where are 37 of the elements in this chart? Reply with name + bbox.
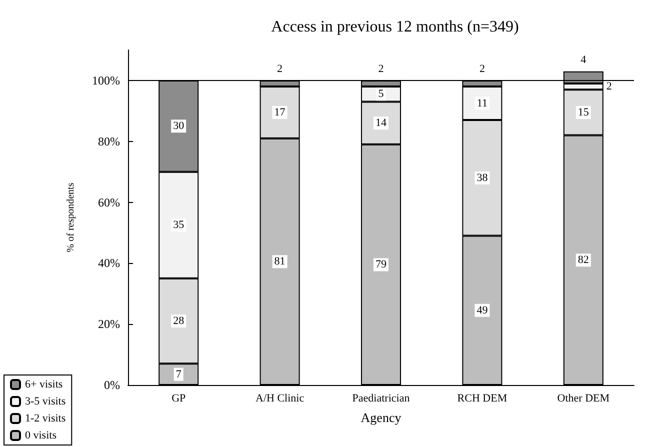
x-tick-label: RCH DEM xyxy=(457,392,508,404)
chart-title: Access in previous 12 months (n=349) xyxy=(271,18,519,36)
data-label: 4 xyxy=(580,54,587,66)
legend-label: 1-2 visits xyxy=(25,412,66,424)
data-label: 7 xyxy=(176,368,182,380)
data-label: 2 xyxy=(606,80,612,93)
x-tick-label: Paediatrician xyxy=(352,392,410,404)
data-label: 2 xyxy=(479,62,485,75)
x-tick-label: Other DEM xyxy=(557,392,610,404)
data-label: 2 xyxy=(378,62,384,75)
y-tick-label: 100% xyxy=(92,73,120,88)
data-label: 38 xyxy=(476,172,488,184)
data-label: 15 xyxy=(578,106,590,118)
y-tick-label: 40% xyxy=(98,256,120,270)
legend-label: 3-5 visits xyxy=(25,396,66,408)
y-tick-label: 60% xyxy=(98,195,120,210)
y-tick-label: 80% xyxy=(98,134,120,148)
x-tick-label: A/H Clinic xyxy=(256,392,304,404)
data-label: 2 xyxy=(277,62,283,75)
y-axis-title: % of respondents xyxy=(66,182,76,252)
y-tick-label: 20% xyxy=(98,317,120,332)
data-label: 5 xyxy=(378,88,384,100)
y-tick-label: 0% xyxy=(104,378,120,392)
x-tick-label: GP xyxy=(172,392,186,404)
legend-label: 0 visits xyxy=(25,430,56,442)
x-axis-title: Agency xyxy=(360,410,402,425)
data-label: 28 xyxy=(173,315,185,328)
data-label: 81 xyxy=(274,256,286,268)
data-label: 30 xyxy=(173,120,185,132)
data-label: 35 xyxy=(173,219,185,232)
data-label: 49 xyxy=(476,304,488,316)
data-label: 82 xyxy=(578,254,589,266)
data-label: 17 xyxy=(274,106,286,118)
legend-label: 6+ visits xyxy=(25,378,63,390)
data-label: 14 xyxy=(376,117,387,130)
data-label: 79 xyxy=(376,258,387,271)
data-label: 11 xyxy=(476,97,488,110)
